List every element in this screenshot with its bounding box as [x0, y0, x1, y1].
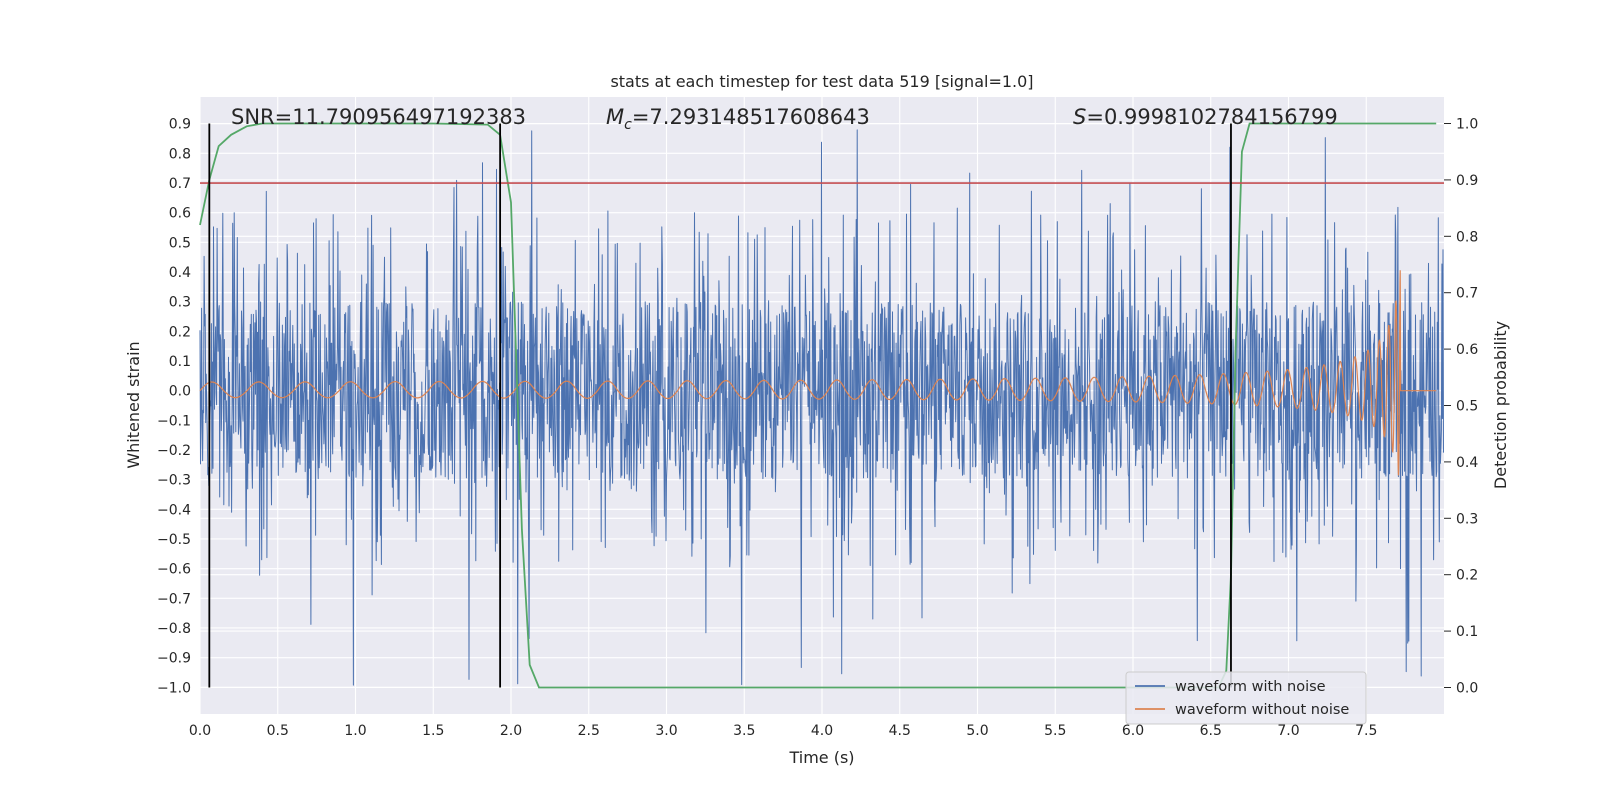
x-tick-label: 6.0 [1122, 723, 1144, 739]
x-axis-label: Time (s) [788, 748, 854, 767]
waveform-with-noise-line [199, 129, 1444, 686]
x-tick-label: 4.5 [889, 723, 911, 739]
y-right-tick-label: 1.0 [1456, 117, 1478, 133]
y-right-tick-label: 0.0 [1456, 680, 1478, 696]
y-right-tick-label: 0.4 [1456, 455, 1478, 471]
x-tick-label: 3.5 [733, 723, 755, 739]
y-tick-label: −0.8 [157, 621, 191, 637]
chirp-mass-annotation: Mc=7.293148517608643 [606, 105, 870, 133]
chirp-mass-symbol: M [606, 105, 624, 129]
x-tick-label: 0.5 [267, 723, 289, 739]
y-tick-label: 0.5 [169, 235, 191, 251]
y-axis-label: Whitened strain [124, 341, 143, 468]
x-tick-label: 3.0 [655, 723, 677, 739]
legend: waveform with noise waveform without noi… [1125, 671, 1367, 725]
detection-probability-series [199, 122, 1437, 689]
x-tick-label: 2.0 [500, 723, 522, 739]
y-tick-label: −0.2 [157, 443, 191, 459]
s-symbol: S [1073, 105, 1086, 129]
x-tick-label: 1.0 [344, 723, 366, 739]
y-right-tick-label: 0.8 [1456, 229, 1478, 245]
chirp-mass-value: =7.293148517608643 [632, 105, 870, 129]
y-tick-label: 0.1 [169, 354, 191, 370]
y-tick-label: −0.7 [157, 591, 191, 607]
x-tick-label: 0.0 [189, 723, 211, 739]
x-tick-label: 7.5 [1355, 723, 1377, 739]
y-tick-label: 0.9 [169, 117, 191, 133]
chart-title: stats at each timestep for test data 519… [610, 72, 1033, 91]
y-tick-label: −0.6 [157, 562, 191, 578]
y-tick-label: 0.8 [169, 146, 191, 162]
y-right-tick-label: 0.6 [1456, 342, 1478, 358]
legend-label-clean: waveform without noise [1175, 702, 1349, 718]
y-tick-label: 0.6 [169, 206, 191, 222]
x-tick-label: 1.5 [422, 723, 444, 739]
y-ticks: 0.9 0.8 0.7 0.6 0.5 0.4 0.3 0.2 0.1 0.0 −0.1 −0.2 −0… [157, 117, 191, 697]
y-right-tick-label: 0.5 [1456, 399, 1478, 415]
s-value: =0.9998102784156799 [1086, 105, 1337, 129]
y-tick-label: 0.2 [169, 324, 191, 340]
x-tick-label: 2.5 [578, 723, 600, 739]
y-tick-label: −0.5 [157, 532, 191, 548]
waveform-with-noise-series [199, 129, 1444, 686]
x-tick-label: 7.0 [1277, 723, 1299, 739]
marker-lines [200, 123, 1444, 688]
y-tick-label: −0.9 [157, 651, 191, 667]
y-tick-label: −1.0 [157, 680, 191, 696]
y-tick-label: −0.1 [157, 413, 191, 429]
y-right-ticks: 1.0 0.9 0.8 0.7 0.6 0.5 0.4 0.3 0.2 0.1 0.0 [1444, 117, 1478, 696]
x-tick-label: 5.5 [1044, 723, 1066, 739]
legend-label-noise: waveform with noise [1175, 679, 1326, 695]
y-tick-label: 0.7 [169, 176, 191, 192]
x-tick-label: 5.0 [966, 723, 988, 739]
y-right-tick-label: 0.9 [1456, 173, 1478, 189]
y-tick-label: −0.3 [157, 473, 191, 489]
y-right-tick-label: 0.3 [1456, 511, 1478, 527]
y-tick-label: 0.0 [169, 384, 191, 400]
x-tick-label: 6.5 [1200, 723, 1222, 739]
x-ticks: 0.0 0.5 1.0 1.5 2.0 2.5 3.0 3.5 4.0 4.5 5.0 5.5 6.0 6… [189, 723, 1378, 739]
y-right-tick-label: 0.7 [1456, 286, 1478, 302]
x-tick-label: 4.0 [811, 723, 833, 739]
y-tick-label: −0.4 [157, 502, 191, 518]
y-right-axis-label: Detection probability [1491, 321, 1510, 489]
y-tick-label: 0.3 [169, 295, 191, 311]
y-tick-label: 0.4 [169, 265, 191, 281]
y-right-tick-label: 0.2 [1456, 568, 1478, 584]
legend-box [1125, 671, 1367, 725]
chirp-mass-subscript: c [624, 117, 632, 133]
snr-annotation: SNR=11.790956497192383 [231, 105, 526, 129]
y-right-tick-label: 0.1 [1456, 624, 1478, 640]
s-annotation: S=0.9998102784156799 [1073, 105, 1338, 129]
detection-probability-line [199, 122, 1437, 689]
